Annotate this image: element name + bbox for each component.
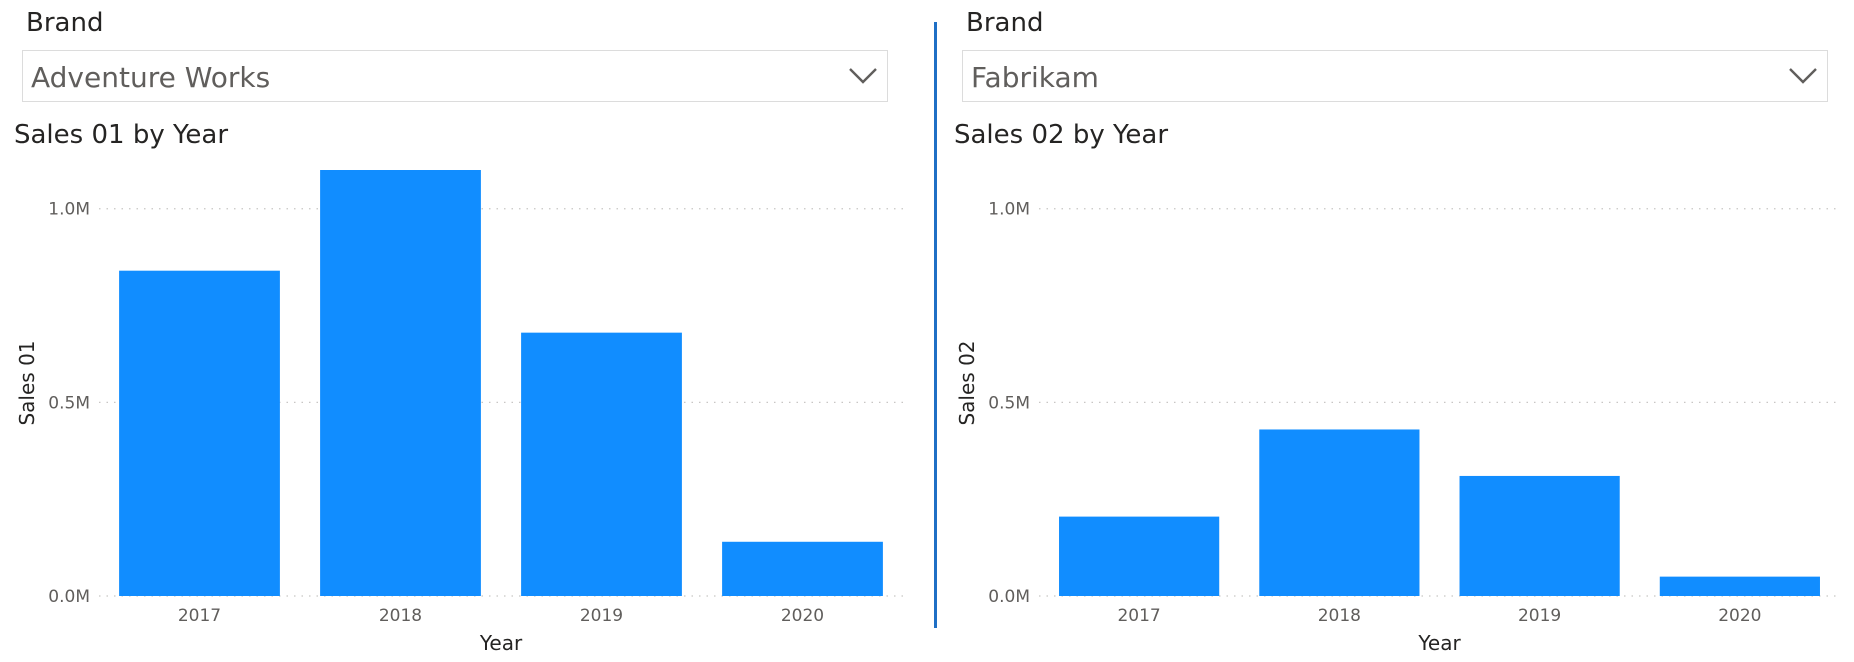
bar	[521, 332, 682, 596]
x-tick-label: 2019	[580, 606, 623, 626]
chart-title-left: Sales 01 by Year	[14, 120, 229, 150]
bar	[320, 170, 481, 596]
bar-chart-sales-01: 0.0M 0.5M 1.0M 2017 2018 2019 2020 Year Sales 01	[15, 170, 903, 655]
bar	[1659, 576, 1820, 596]
x-axis-title: Year	[1417, 631, 1461, 655]
brand-dropdown-value-right: Fabrikam	[971, 61, 1099, 94]
x-tick-label: 2017	[178, 606, 221, 626]
brand-dropdown-left[interactable]: Adventure Works	[22, 50, 888, 102]
y-tick-label: 1.0M	[48, 200, 90, 220]
x-tick-label: 2018	[379, 606, 422, 626]
y-tick-label: 1.0M	[988, 200, 1030, 220]
brand-slicer-title-right: Brand	[966, 8, 1044, 38]
chart-title-right: Sales 02 by Year	[954, 120, 1169, 150]
x-tick-label: 2019	[1518, 606, 1561, 626]
y-tick-label: 0.0M	[988, 587, 1030, 607]
y-tick-label: 0.5M	[988, 393, 1030, 413]
y-axis-title: Sales 01	[15, 340, 39, 425]
x-tick-label: 2020	[781, 606, 824, 626]
y-tick-label: 0.5M	[48, 393, 90, 413]
x-tick-label: 2018	[1318, 606, 1361, 626]
bar	[119, 270, 280, 596]
y-axis-title: Sales 02	[955, 340, 979, 425]
brand-slicer-title-left: Brand	[26, 8, 104, 38]
y-tick-label: 0.0M	[48, 587, 90, 607]
brand-dropdown-value-left: Adventure Works	[31, 61, 271, 94]
x-tick-label: 2020	[1718, 606, 1761, 626]
x-tick-label: 2017	[1117, 606, 1160, 626]
bar	[1059, 516, 1220, 596]
panel-divider	[934, 22, 937, 628]
bar	[722, 541, 883, 596]
chevron-down-icon[interactable]	[1787, 61, 1819, 89]
bar	[1259, 429, 1420, 596]
bar	[1459, 475, 1620, 596]
chevron-down-icon[interactable]	[847, 61, 879, 89]
brand-dropdown-right[interactable]: Fabrikam	[962, 50, 1828, 102]
x-axis-title: Year	[479, 631, 523, 655]
bar-chart-sales-02: 0.0M 0.5M 1.0M 2017 2018 2019 2020 Year Sales 02	[955, 200, 1840, 655]
